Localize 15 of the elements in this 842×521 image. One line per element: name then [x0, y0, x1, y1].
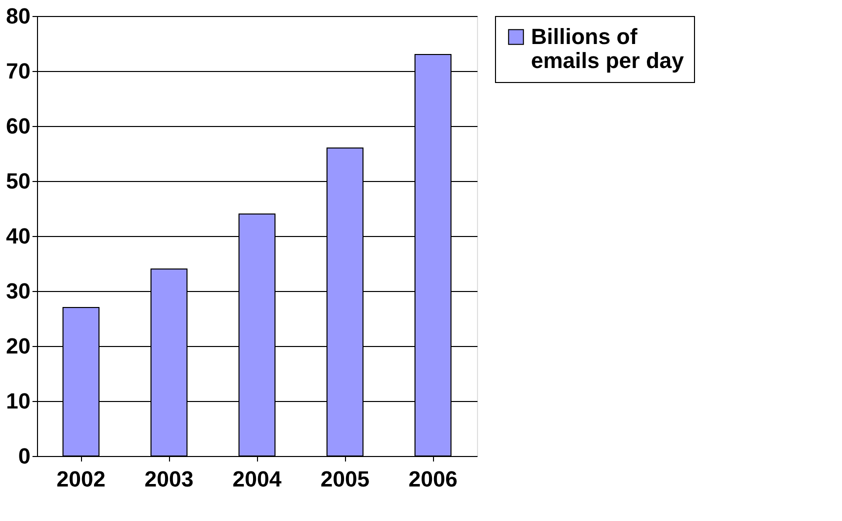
- x-tick-label: 2003: [144, 466, 194, 492]
- y-tick-label: 30: [6, 278, 30, 304]
- y-tick-label: 20: [6, 334, 30, 358]
- x-tick-label: 2005: [320, 466, 370, 492]
- x-tick-label: 2004: [232, 466, 282, 492]
- y-tick-label: 70: [6, 58, 30, 84]
- y-tick-label: 0: [18, 444, 30, 468]
- y-tick-label: 10: [6, 388, 30, 414]
- x-tick-label: 2002: [56, 466, 106, 492]
- y-tick-label: 50: [6, 168, 30, 194]
- y-tick-label: 80: [6, 4, 30, 28]
- y-tick-label: 40: [6, 224, 30, 248]
- x-tick-label: 2006: [408, 466, 458, 492]
- y-tick-label: 60: [6, 114, 30, 138]
- legend-label: Billions of emails per day: [531, 24, 685, 73]
